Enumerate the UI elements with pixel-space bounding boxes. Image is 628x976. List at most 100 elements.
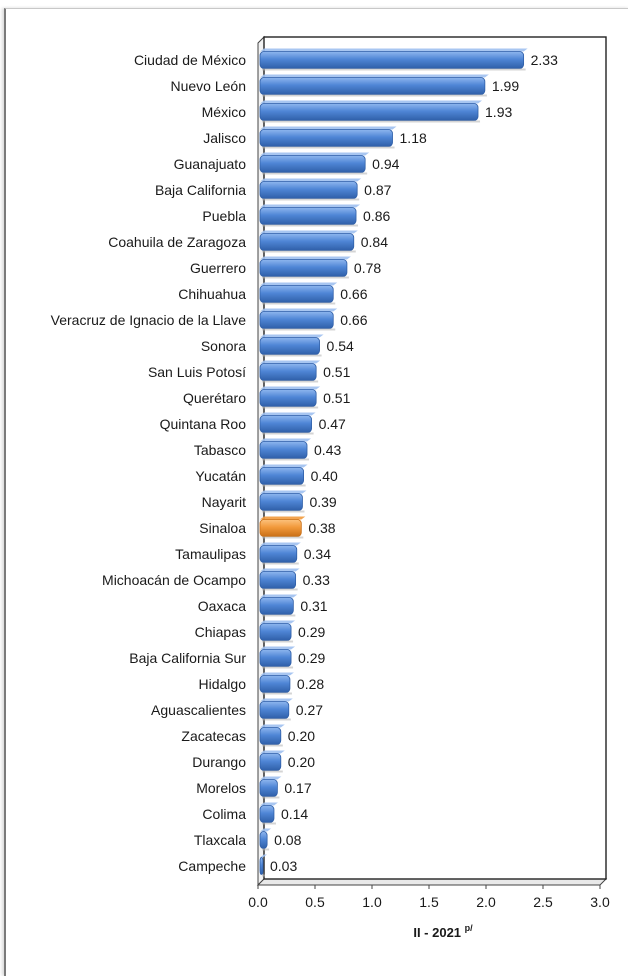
category-label: Tabasco [194,442,246,458]
bar-top-face [260,74,489,78]
bar-shadow [262,796,280,799]
bar-24 [259,672,294,695]
bar [259,337,320,355]
bar-top-face [260,204,361,208]
value-label: 0.51 [323,390,350,406]
value-label: 0.47 [319,416,346,432]
bar-10 [259,308,338,331]
category-label: Querétaro [183,390,246,406]
value-label: 0.43 [314,442,341,458]
bar [259,805,275,823]
bar [259,597,294,615]
bar-top-face [260,568,300,572]
bar-top-face [260,152,370,156]
bar-17 [259,490,307,513]
value-label: 0.14 [281,806,308,822]
bar-shadow [262,510,305,513]
value-label: 1.93 [485,104,512,120]
bar-0 [259,48,528,71]
bar-top-face [260,516,306,520]
bar-shadow [262,718,291,721]
category-label: Quintana Roo [160,416,247,432]
value-label: 0.86 [363,208,390,224]
value-label: 0.03 [270,858,297,874]
bar-shadow [262,614,296,617]
value-label: 0.08 [274,832,301,848]
bar-top-face [260,178,362,182]
bar-12 [259,360,321,383]
x-tick-label: 2.5 [533,894,553,910]
bar-top-face [260,464,308,468]
category-label: Oaxaca [198,598,246,614]
bar-shadow [262,822,276,825]
bar-shadow [262,874,265,877]
bar [259,649,292,667]
bar-shadow [262,250,356,253]
category-label: Colima [202,806,246,822]
category-label: Sonora [201,338,246,354]
chart-frame: Ciudad de México Nuevo León México Jalisco G… [4,8,628,976]
bar-13 [259,386,321,409]
bar-3 [259,126,397,149]
value-label: 0.27 [296,702,323,718]
bar [259,467,304,485]
value-label: 0.54 [327,338,354,354]
bar [259,415,312,433]
value-label: 0.78 [354,260,381,276]
bar [259,259,348,277]
bar-shadow [262,172,368,175]
bar-11 [259,334,324,357]
bar [259,103,479,121]
bar-shadow [262,276,349,279]
bar-shadow [262,848,270,851]
bar-top-face [260,776,282,780]
category-label: Zacatecas [181,728,246,744]
bar-shadow [262,666,294,669]
bar-top-face [260,620,296,624]
bar-2 [259,100,483,123]
category-label: Baja California Sur [129,650,246,666]
bar-shadow [262,692,292,695]
bar-top-face [260,230,358,234]
category-label: San Luis Potosí [148,364,246,380]
bar-1 [259,74,489,97]
bar-top-face [260,282,338,286]
bar-15 [259,438,312,461]
bar [259,311,334,329]
bar-16 [259,464,308,487]
bar [259,623,292,641]
bar-top-face [260,334,324,338]
x-tick-label: 0.0 [248,894,268,910]
bar-shadow [262,94,487,97]
bar-top-face [260,100,483,104]
bar [259,831,268,849]
bar-top-face [260,854,267,858]
bar-shadow [262,588,298,591]
value-label: 0.39 [309,494,336,510]
bar-5 [259,178,362,201]
value-label: 0.66 [340,286,367,302]
value-label: 0.33 [303,572,330,588]
bar-shadow [262,484,306,487]
value-label: 0.20 [288,728,315,744]
bars-group [259,48,528,877]
category-label: Nuevo León [170,78,246,94]
bar-27 [259,750,285,773]
x-tick-label: 1.0 [362,894,382,910]
value-label: 0.29 [298,624,325,640]
bar-top-face [260,698,293,702]
x-tick-label: 2.0 [476,894,496,910]
bar-shadow [262,432,314,435]
bar [259,753,282,771]
bar-7 [259,230,358,253]
category-label: Aguascalientes [151,702,246,718]
bar-31 [259,854,267,877]
plot-floor [256,878,608,886]
category-label: Tamaulipas [175,546,246,562]
category-label: Tlaxcala [194,832,246,848]
category-labels: Ciudad de México Nuevo León México Jalisco G… [51,52,247,874]
bar-23 [259,646,296,669]
bar-shadow [262,458,310,461]
bar-top-face [260,412,316,416]
bar-22 [259,620,296,643]
